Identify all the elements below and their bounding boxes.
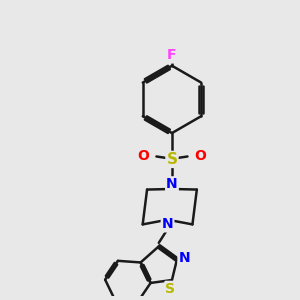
Text: O: O <box>194 149 206 164</box>
Text: O: O <box>138 149 149 164</box>
Text: N: N <box>162 218 173 231</box>
Text: S: S <box>167 152 178 167</box>
Text: S: S <box>166 282 176 296</box>
Text: N: N <box>166 177 178 191</box>
Text: F: F <box>167 49 177 62</box>
Text: N: N <box>178 251 190 265</box>
